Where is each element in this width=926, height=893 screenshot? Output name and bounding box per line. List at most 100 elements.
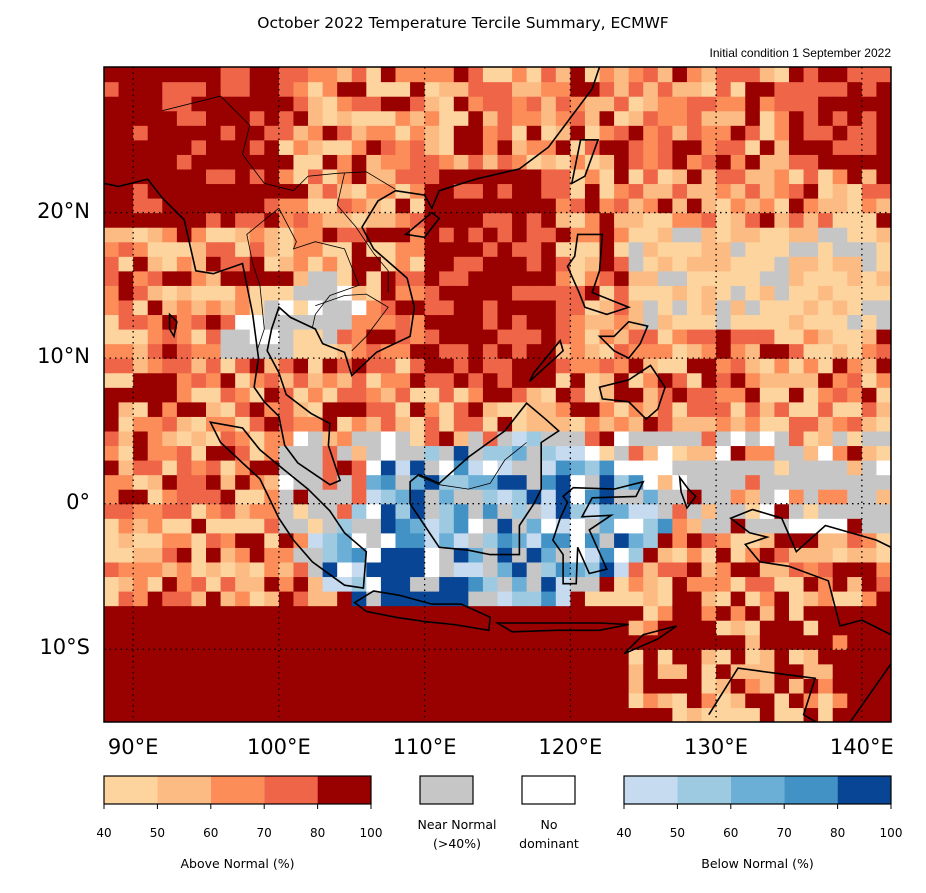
field-cell [774,270,790,286]
field-cell [104,110,120,126]
field-cell [599,198,615,214]
field-cell [555,445,571,461]
coastline-timor [623,625,678,655]
field-cell [220,125,236,141]
field-cell [278,620,295,636]
field-cell [176,561,193,578]
field-cell [118,416,134,432]
field-cell [104,634,120,650]
field-cell [570,416,586,432]
field-cell [730,576,746,592]
field-cell [686,372,703,388]
field-cell [366,343,382,359]
field-cell [701,227,717,243]
field-cell [818,663,834,679]
field-cell [686,198,703,214]
field-cell [512,329,528,345]
field-cell [191,285,207,301]
field-cell [351,168,367,185]
field-cell [410,285,426,301]
field-cell [162,678,178,694]
field-cell [497,212,513,228]
field-cell [876,692,891,709]
field-cell [832,532,848,548]
field-cell [118,314,134,330]
field-cell [716,547,732,563]
field-cell [541,547,557,563]
field-cell [701,561,717,578]
field-cell [104,561,120,578]
field-cell [570,620,586,636]
field-cell [176,532,193,548]
field-cell [701,518,717,534]
field-cell [147,460,163,476]
field-cell [380,96,397,112]
field-cell [643,401,659,417]
field-cell [774,503,790,519]
field-cell [395,576,411,592]
field-cell [147,372,163,388]
field-cell [861,387,878,403]
field-cell [584,183,601,199]
field-cell [308,285,324,301]
field-cell [861,314,878,330]
field-cell [453,547,469,563]
field-cell [803,270,819,286]
field-cell [876,329,891,345]
field-cell [249,168,265,185]
field-cell [686,576,703,592]
field-cell [686,634,703,650]
field-cell [512,198,528,214]
field-cell [380,518,397,534]
field-cell [220,343,236,359]
field-cell [497,707,513,722]
field-cell [584,387,601,403]
field-cell [541,591,557,607]
field-cell [672,547,688,563]
field-cell [730,183,746,199]
field-cell [118,387,134,403]
field-cell [657,460,673,476]
field-cell [745,561,761,578]
field-cell [861,634,878,650]
field-cell [686,168,703,185]
field-cell [424,139,440,155]
field-cell [861,445,878,461]
field-cell [380,445,397,461]
field-cell [220,532,236,548]
field-cell [176,620,193,636]
field-cell [643,241,659,257]
field-cell [133,299,149,316]
field-cell [614,256,630,272]
field-cell [366,518,382,534]
field-cell [206,110,222,126]
field-cell [133,227,149,243]
field-cell [497,343,513,359]
field-cell [410,401,426,417]
field-cell [599,707,615,722]
field-cell [351,314,367,330]
field-cell [468,183,484,199]
field-cell [366,227,382,243]
field-cell [191,460,207,476]
field-cell [876,503,891,519]
field-cell [395,314,411,330]
field-cell [278,678,295,694]
field-cell [191,387,207,403]
field-cell [555,692,571,709]
field-cell [380,503,397,519]
field-cell [118,605,134,621]
field-cell [468,634,484,650]
field-cell [555,81,571,97]
field-cell [468,212,484,228]
field-cell [176,96,193,112]
field-cell [861,227,878,243]
field-cell [235,358,251,374]
field-cell [380,707,397,722]
field-cell [774,401,790,417]
field-cell [351,256,367,272]
field-cell [774,168,790,185]
field-cell [468,110,484,126]
field-cell [104,474,120,490]
field-cell [555,139,571,155]
